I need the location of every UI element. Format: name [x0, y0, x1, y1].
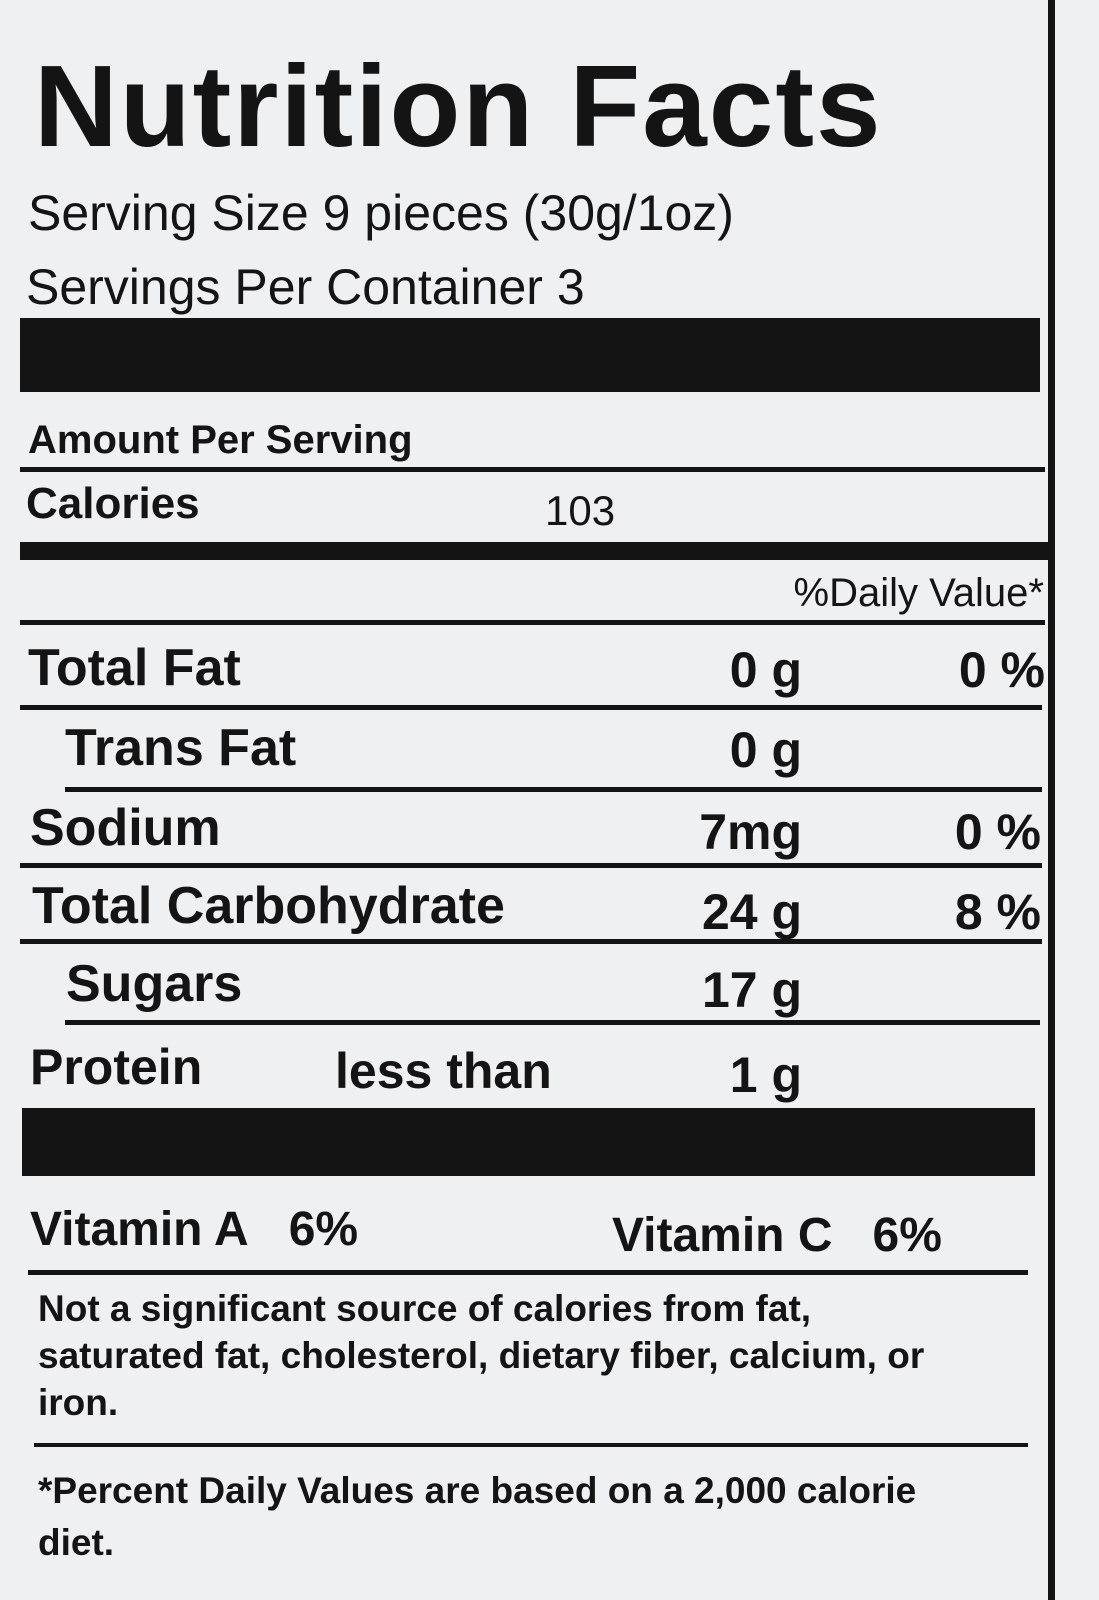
nutrient-amount: 17 g	[701, 962, 802, 1018]
nutrient-name: Total Carbohydrate	[32, 877, 505, 935]
thick-rule	[20, 542, 1048, 560]
rule	[20, 620, 1045, 625]
nutrient-name: Total Fat	[28, 639, 241, 697]
nutrient-amount: 1 g	[729, 1047, 802, 1103]
nutrient-amount: 7mg	[699, 804, 802, 860]
servings-label: Servings Per Container	[26, 259, 543, 315]
amount-per-serving: Amount Per Serving	[28, 418, 413, 462]
rule	[20, 863, 1042, 868]
nutrient-name: Trans Fat	[65, 719, 297, 777]
edge	[1048, 0, 1055, 1600]
rule	[20, 705, 1042, 710]
vitamin-dv: 6%	[288, 1203, 359, 1256]
serving-size-label: Serving Size	[28, 185, 309, 241]
thick-bar	[22, 1108, 1035, 1176]
servings-value: 3	[556, 259, 585, 315]
serving-size-value: 9 pieces (30g/1oz)	[322, 185, 734, 241]
serving-size: Serving Size 9 pieces (30g/1oz)	[28, 188, 734, 238]
daily-value-header: %Daily Value*	[793, 571, 1045, 615]
rule	[28, 1270, 1028, 1275]
rule	[20, 939, 1042, 944]
footnote: Not a significant source of calories fro…	[38, 1288, 925, 1423]
thick-bar	[20, 318, 1040, 392]
nutrient-name: Sodium	[30, 799, 221, 857]
vitamin-dv: 6%	[872, 1209, 942, 1262]
calories-value: 103	[545, 487, 616, 534]
rule	[65, 787, 1042, 792]
nutrient-amount: 24 g	[701, 884, 802, 940]
nutrient-amount: 0 g	[729, 642, 802, 698]
disclaimer: *Percent Daily Values are based on a 2,0…	[38, 1470, 917, 1563]
vitamin-name: Vitamin C	[612, 1209, 833, 1262]
rule	[20, 467, 1045, 472]
rule	[34, 1443, 1028, 1447]
nutrient-name: Protein	[30, 1039, 203, 1095]
vitamin-a: Vitamin A 6%	[30, 1206, 358, 1254]
nutrient-name: Sugars	[66, 955, 243, 1013]
nutrient-dv: 8 %	[954, 884, 1041, 940]
nutrient-amount: 0 g	[729, 722, 802, 778]
calories-label: Calories	[26, 479, 200, 528]
nutrient-dv: 0 %	[954, 804, 1041, 860]
vitamin-name: Vitamin A	[30, 1203, 249, 1256]
rule	[65, 1020, 1040, 1025]
nutrient-qualifier: less than	[335, 1043, 552, 1099]
nutrient-dv: 0 %	[958, 642, 1045, 698]
vitamin-c: Vitamin C 6%	[612, 1212, 942, 1260]
title: Nutrition Facts	[34, 41, 883, 171]
servings-per-container: Servings Per Container 3	[26, 262, 585, 312]
